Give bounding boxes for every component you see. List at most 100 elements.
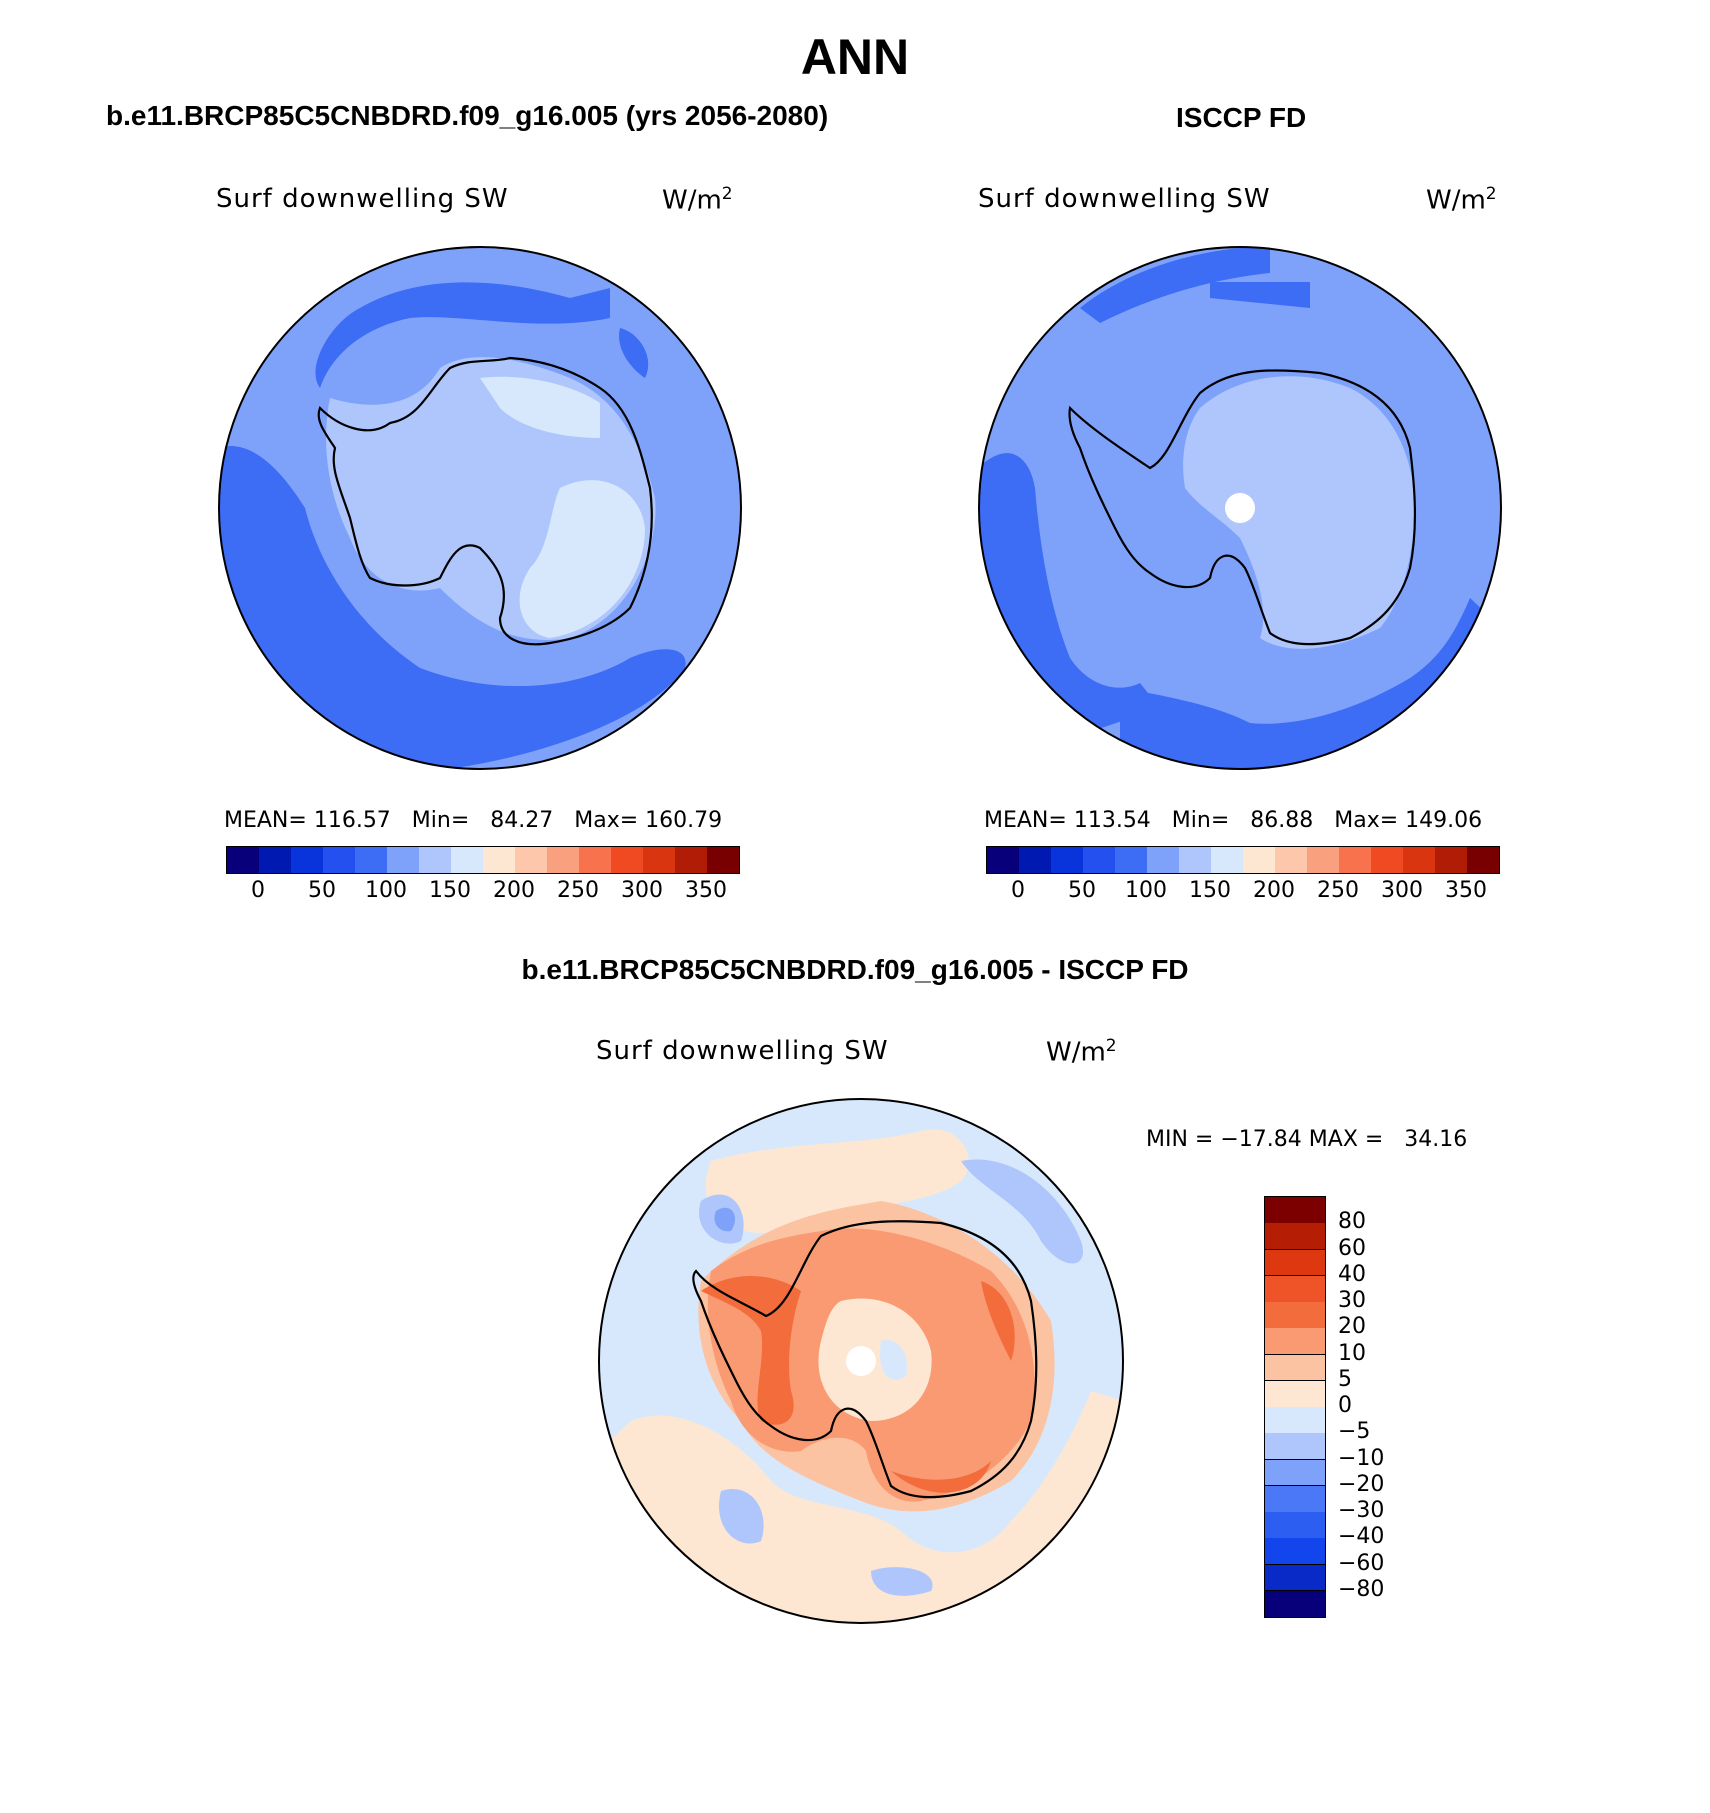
obs-stats: MEAN= 113.54 Min= 86.88 Max= 149.06 [984,808,1483,833]
obs-colorbar-swatch [987,847,1020,873]
obs-colorbar-swatch [1339,847,1372,873]
diff-pos-band [599,1391,1123,1623]
model-colorbar-tick-label: 250 [557,878,599,903]
diff-colorbar-swatch [1265,1407,1325,1434]
model-band-north [315,282,610,388]
obs-colorbar-tick-label: 150 [1189,878,1231,903]
model-colorbar-swatch [483,847,516,873]
diff-colorbar-swatch [1265,1433,1325,1460]
model-colorbar-swatch [259,847,292,873]
diff-colorbar-swatch [1265,1197,1325,1224]
obs-colorbar [986,846,1500,874]
obs-band-north [1080,247,1270,323]
model-colorbar-swatch [451,847,484,873]
obs-colorbar-swatch [1147,847,1180,873]
diff-colorbar-tick-label: 40 [1338,1261,1366,1287]
model-colorbar-tick-label: 150 [429,878,471,903]
diff-colorbar-tick-label: −80 [1338,1576,1385,1602]
diff-pos-core [701,1276,801,1425]
model-colorbar-tick-label: 50 [308,878,336,903]
diff-colorbar-tick-label: −5 [1338,1419,1371,1445]
diff-coastline [692,1220,1038,1499]
model-colorbar-tick-label: 300 [621,878,663,903]
diff-colorbar-tick-label: −10 [1338,1445,1385,1471]
obs-colorbar-swatch [1211,847,1244,873]
model-stats: MEAN= 116.57 Min= 84.27 Max= 160.79 [224,808,723,833]
obs-colorbar-swatch [1179,847,1212,873]
obs-panel-title: ISCCP FD [1176,102,1307,133]
diff-neg-patch-2 [961,1159,1083,1264]
model-colorbar-swatch [387,847,420,873]
model-ice-bright [519,480,645,638]
model-units-label: W/m2 [662,184,733,216]
diff-neg-patch-5 [714,1207,736,1232]
model-colorbar [226,846,740,874]
obs-colorbar-swatch [1467,847,1500,873]
obs-polar-map [978,246,1502,770]
diff-colorbar-swatch [1265,1249,1325,1277]
diff-colorbar-swatch [1265,1275,1325,1303]
diff-colorbar-tick-label: 60 [1338,1235,1366,1261]
model-band-west [219,446,686,769]
diff-colorbar-tick-label: 0 [1338,1393,1352,1418]
diff-units-label: W/m2 [1046,1036,1117,1068]
model-colorbar-tick-label: 350 [685,878,727,903]
obs-colorbar-tick-label: 0 [1011,878,1025,903]
obs-colorbar-swatch [1371,847,1404,873]
obs-colorbar-tick-label: 50 [1068,878,1096,903]
obs-patch-north [1210,282,1310,308]
diff-colorbar-swatch [1265,1302,1325,1329]
obs-variable-label: Surf downwelling SW [978,184,1271,214]
obs-colorbar-swatch [1435,847,1468,873]
diff-colorbar-swatch [1265,1538,1325,1565]
diff-colorbar-swatch [1265,1459,1325,1487]
model-colorbar-swatch [707,847,740,873]
model-colorbar-swatch [291,847,324,873]
obs-colorbar-swatch [1051,847,1084,873]
diff-colorbar-tick-label: 5 [1338,1366,1352,1392]
diff-pole-hole [846,1346,876,1376]
model-colorbar-swatch [355,847,388,873]
obs-colorbar-tick-label: 250 [1317,878,1359,903]
diff-colorbar-tick-label: −40 [1338,1524,1385,1550]
obs-units-label: W/m2 [1426,184,1497,216]
diff-colorbar-swatch [1265,1485,1325,1513]
obs-colorbar-swatch [1115,847,1148,873]
model-polar-map [218,246,742,770]
diff-colorbar-tick-label: −30 [1338,1498,1385,1523]
model-colorbar-swatch [323,847,356,873]
diff-colorbar-tick-label: 20 [1338,1314,1366,1340]
diff-pos-core-3 [891,1461,991,1493]
model-ice-bright-2 [480,376,600,438]
diff-colorbar-tick-label: −60 [1338,1550,1385,1576]
diff-colorbar [1264,1196,1326,1618]
diff-colorbar-swatch [1265,1354,1325,1382]
diff-interior-neg [880,1340,907,1380]
model-colorbar-swatch [611,847,644,873]
model-colorbar-swatch [227,847,260,873]
obs-colorbar-swatch [1083,847,1116,873]
diff-colorbar-swatch [1265,1328,1325,1355]
model-panel-title: b.e11.BRCP85C5CNBDRD.f09_g16.005 (yrs 20… [106,100,829,131]
diff-colorbar-swatch [1265,1223,1325,1250]
diff-colorbar-tick-label: 10 [1338,1340,1366,1366]
model-coastline [317,356,653,646]
obs-colorbar-swatch [1307,847,1340,873]
obs-colorbar-tick-label: 300 [1381,878,1423,903]
main-title: ANN [800,29,910,85]
model-colorbar-tick-label: 200 [493,878,535,903]
obs-colorbar-tick-label: 350 [1445,878,1487,903]
model-colorbar-tick-label: 0 [251,878,265,903]
obs-colorbar-tick-label: 100 [1125,878,1167,903]
diff-colorbar-swatch [1265,1564,1325,1592]
diff-stats: MIN = −17.84 MAX = 34.16 [1146,1127,1468,1152]
diff-colorbar-tick-label: 80 [1338,1209,1366,1235]
model-colorbar-swatch [675,847,708,873]
obs-ice [1183,376,1415,649]
obs-colorbar-tick-label: 200 [1253,878,1295,903]
diff-variable-label: Surf downwelling SW [596,1036,889,1066]
model-colorbar-swatch [515,847,548,873]
diff-pos-core-2 [981,1281,1015,1361]
diff-colorbar-ticks: 80 60 40 30 20 10 5 0 −5 −10 −20 −30 −40 −60 −80 [1338,1196,1438,1616]
diff-panel-title: b.e11.BRCP85C5CNBDRD.f09_g16.005 - ISCCP… [521,954,1189,985]
